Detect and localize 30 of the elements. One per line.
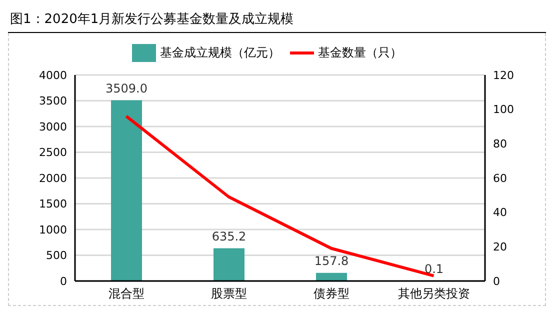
y-tick-label: 500 [46,249,67,262]
y-tick-label: 1000 [39,223,67,236]
data-label: 3509.0 [106,81,148,96]
bar [111,100,142,281]
x-tick-label: 混合型 [108,286,144,301]
x-tick-label: 其他另类投资 [398,286,470,301]
legend-label: 基金成立规模（亿元） [160,45,280,60]
chart-title: 图1：2020年1月新发行公募基金数量及成立规模 [8,8,546,33]
data-label: 635.2 [212,229,246,244]
y-tick-label: 1500 [39,198,67,211]
y2-tick-label: 0 [493,274,500,288]
y2-tick-label: 20 [493,240,507,254]
y-tick-label: 2000 [39,172,67,185]
x-tick-label: 债券型 [313,286,350,301]
bar [316,272,347,281]
y-tick-label: 4000 [39,68,67,82]
y-tick-label: 3500 [39,94,67,108]
y-tick-label: 2500 [39,146,67,160]
y2-tick-label: 80 [493,138,507,151]
y2-tick-label: 60 [493,172,507,185]
y2-tick-label: 100 [493,103,514,116]
y2-tick-label: 40 [493,206,507,220]
bar [214,248,244,281]
y2-tick-label: 120 [493,68,514,82]
x-tick-label: 股票型 [210,286,247,301]
y-tick-label: 0 [60,274,67,288]
legend-label: 基金数量（只） [318,45,402,60]
data-label: 157.8 [314,254,349,268]
y-tick-label: 3000 [39,120,67,134]
data-label: 0.1 [424,262,444,276]
